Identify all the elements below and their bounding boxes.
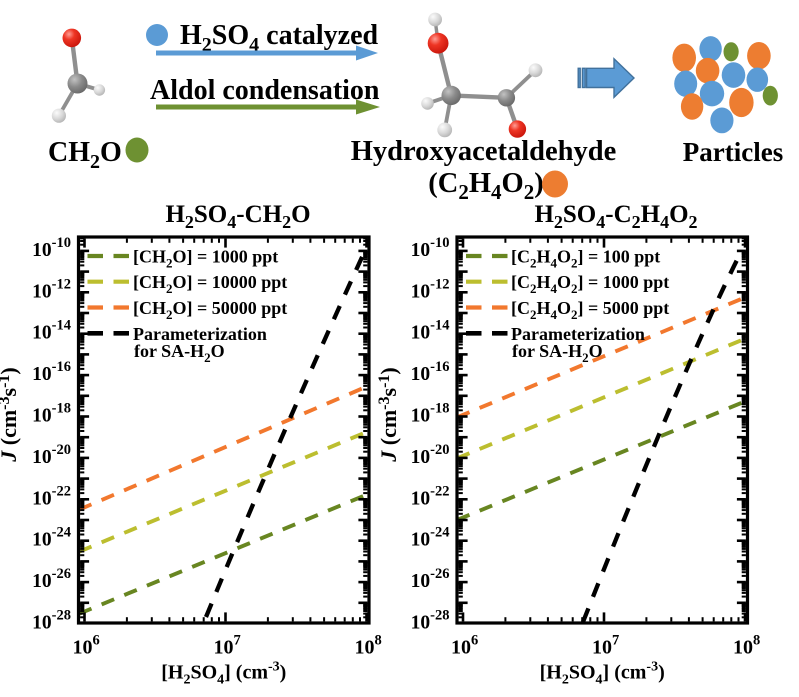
svg-text:10-10: 10-10: [411, 235, 450, 261]
svg-text:10-24: 10-24: [32, 525, 71, 551]
svg-text:108: 108: [733, 633, 760, 659]
svg-text:[H2SO4] (cm-3): [H2SO4] (cm-3): [540, 660, 665, 688]
svg-text:10-16: 10-16: [32, 359, 71, 385]
svg-text:(C2H4O2): (C2H4O2): [428, 168, 543, 204]
svg-text:10-20: 10-20: [411, 442, 450, 468]
svg-text:10-14: 10-14: [32, 318, 71, 344]
svg-text:10-22: 10-22: [32, 483, 71, 509]
svg-text:Hydroxyacetaldehyde: Hydroxyacetaldehyde: [351, 136, 616, 167]
svg-text:[C2H4O2] = 100 ppt: [C2H4O2] = 100 ppt: [511, 247, 660, 271]
svg-text:J (cm-3s-1): J (cm-3s-1): [0, 367, 21, 462]
svg-text:[CH2O] = 50000 ppt: [CH2O] = 50000 ppt: [133, 298, 287, 322]
svg-text:[CH2O] = 1000 ppt: [CH2O] = 1000 ppt: [133, 247, 278, 271]
svg-text:10-28: 10-28: [411, 608, 450, 634]
svg-text:107: 107: [592, 633, 619, 659]
svg-text:10-28: 10-28: [32, 608, 71, 634]
svg-text:10-12: 10-12: [32, 276, 71, 302]
svg-text:H2SO4-C2H4O2: H2SO4-C2H4O2: [534, 201, 697, 232]
svg-text:10-14: 10-14: [411, 318, 450, 344]
svg-text:for SA-H2O: for SA-H2O: [512, 341, 603, 365]
svg-text:H2SO4 catalyzed: H2SO4 catalyzed: [180, 20, 379, 56]
svg-text:106: 106: [73, 633, 100, 659]
svg-text:H2SO4-CH2O: H2SO4-CH2O: [165, 201, 310, 232]
svg-text:106: 106: [451, 633, 478, 659]
svg-text:10-16: 10-16: [411, 359, 450, 385]
svg-text:Particles: Particles: [683, 137, 783, 167]
svg-text:Parameterization: Parameterization: [511, 324, 645, 344]
svg-text:10-24: 10-24: [411, 525, 450, 551]
svg-text:[H2SO4] (cm-3): [H2SO4] (cm-3): [161, 660, 286, 688]
svg-text:[C2H4O2] = 1000 ppt: [C2H4O2] = 1000 ppt: [511, 272, 669, 296]
svg-text:[C2H4O2] = 5000 ppt: [C2H4O2] = 5000 ppt: [511, 298, 669, 322]
svg-text:Aldol condensation: Aldol condensation: [150, 75, 380, 106]
svg-text:10-12: 10-12: [411, 276, 450, 302]
svg-text:J (cm-3s-1): J (cm-3s-1): [376, 367, 401, 462]
svg-text:10-10: 10-10: [32, 235, 71, 261]
svg-text:for SA-H2O: for SA-H2O: [134, 341, 225, 365]
svg-text:[CH2O] = 10000 ppt: [CH2O] = 10000 ppt: [133, 272, 287, 296]
svg-text:Parameterization: Parameterization: [133, 324, 267, 344]
svg-text:CH2O: CH2O: [48, 137, 122, 173]
svg-text:10-22: 10-22: [411, 483, 450, 509]
svg-text:10-26: 10-26: [32, 566, 71, 592]
svg-text:10-20: 10-20: [32, 442, 71, 468]
svg-text:10-26: 10-26: [411, 566, 450, 592]
svg-text:10-18: 10-18: [32, 401, 71, 427]
svg-text:108: 108: [355, 633, 382, 659]
svg-text:107: 107: [214, 633, 241, 659]
svg-text:10-18: 10-18: [411, 401, 450, 427]
